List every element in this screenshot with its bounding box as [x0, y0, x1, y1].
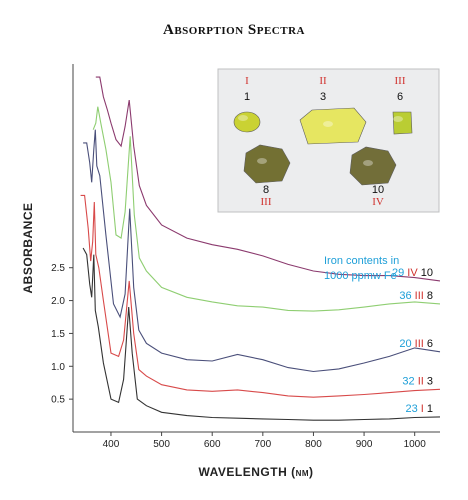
series-label-3: 32 II 3 [402, 375, 433, 387]
series-iron: 32 [402, 375, 417, 387]
y-axis-title: ABSORBANCE [21, 202, 35, 293]
x-tick-label: 1000 [404, 439, 427, 450]
series-labels: 23 I 132 II 320 III 636 III 829 IV 10 [392, 267, 433, 415]
series-iron: 23 [405, 403, 420, 415]
stone-number: 8 [263, 184, 269, 196]
stone-class: II [319, 75, 327, 87]
x-tick-label: 600 [204, 439, 221, 450]
series-label-8: 36 III 8 [399, 290, 433, 302]
stone-1 [233, 111, 261, 133]
stone-number: 10 [372, 184, 384, 196]
x-tick-label: 900 [356, 439, 373, 450]
iron-note-line2: 1000 ppmw Fe [324, 270, 397, 282]
stone-number: 6 [397, 91, 403, 103]
series-line-6 [83, 129, 441, 373]
x-axis-title: WAVELENGTH (nm) [198, 465, 313, 479]
stone-highlight [393, 116, 403, 122]
series-class: I [421, 403, 427, 415]
x-tick-label: 800 [305, 439, 322, 450]
stone-class: I [245, 75, 249, 87]
series-label-6: 20 III 6 [399, 338, 433, 350]
x-tick-label: 700 [254, 439, 271, 450]
y-tick-label: 1.0 [51, 362, 65, 373]
y-tick-label: 2.5 [51, 263, 65, 274]
stone-class: III [395, 75, 406, 87]
stone-class: IV [372, 196, 384, 208]
stone-highlight [323, 121, 333, 127]
x-ticks: 400 500 600 700 800 900 1000 [103, 432, 427, 450]
iron-note-line1: Iron contents in [324, 255, 399, 267]
series-lines [80, 76, 441, 421]
y-tick-label: 1.5 [51, 329, 65, 340]
series-sample: 8 [427, 290, 433, 302]
series-class: III [415, 290, 427, 302]
series-iron: 36 [399, 290, 414, 302]
y-tick-label: 0.5 [51, 395, 65, 406]
stone-number: 3 [320, 91, 326, 103]
stone-highlight [363, 160, 373, 166]
stone-6 [392, 111, 413, 135]
axes: 400 500 600 700 800 900 1000 0.5 1.0 1.5 2.0 2.5 [51, 64, 440, 450]
series-line-1 [82, 247, 441, 421]
stone-10 [349, 146, 397, 186]
stone-class: III [261, 196, 272, 208]
series-class: III [415, 338, 427, 350]
stone-number: 1 [244, 91, 250, 103]
stone-highlight [238, 115, 248, 121]
stone-8 [243, 144, 291, 184]
series-line-8 [92, 106, 441, 312]
x-tick-label: 400 [103, 439, 120, 450]
chart-title: Absorption Spectra [163, 22, 305, 38]
series-sample: 1 [427, 403, 433, 415]
series-iron: 29 [392, 267, 407, 279]
series-class: II [418, 375, 427, 387]
series-label-1: 23 I 1 [405, 403, 433, 415]
series-sample: 3 [427, 375, 433, 387]
series-class: IV [407, 267, 420, 279]
series-sample: 6 [427, 338, 433, 350]
stone-3 [299, 107, 367, 145]
series-label-10: 29 IV 10 [392, 267, 433, 279]
series-line-3 [80, 194, 441, 398]
y-ticks: 0.5 1.0 1.5 2.0 2.5 [51, 263, 73, 406]
x-tick-label: 500 [153, 439, 170, 450]
series-iron: 20 [399, 338, 414, 350]
stone-highlight [257, 158, 267, 164]
series-sample: 10 [421, 267, 433, 279]
series-line-10 [95, 76, 441, 282]
y-tick-label: 2.0 [51, 296, 65, 307]
